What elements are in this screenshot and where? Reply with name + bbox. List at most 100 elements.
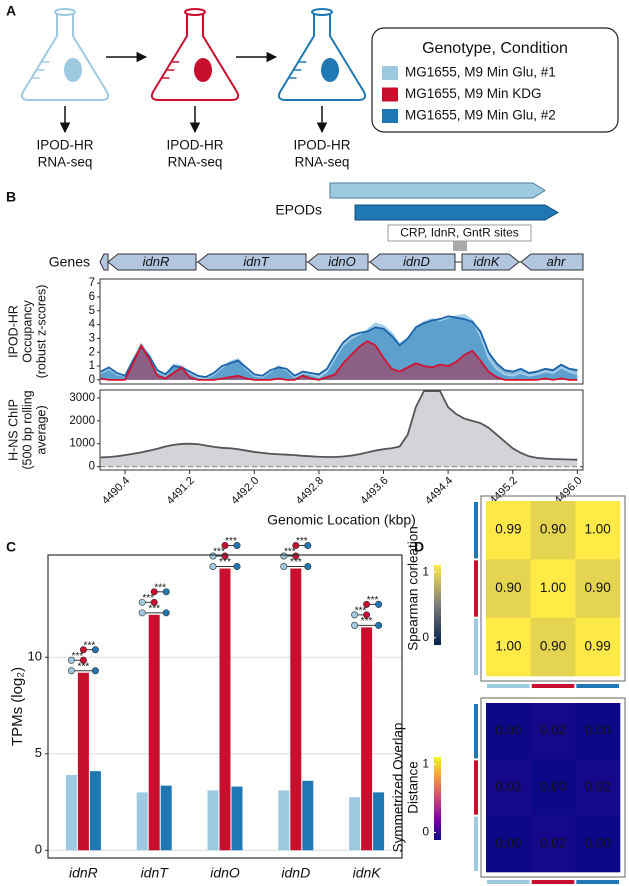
significance-dot (79, 656, 87, 664)
significance-dot (209, 563, 217, 571)
legend-label: MG1655, M9 Min Glu, #2 (405, 108, 556, 123)
y-axis-label: TPMs (log₂) (9, 667, 26, 746)
bar (373, 792, 385, 851)
significance-dot (67, 656, 75, 664)
cell-label: 0.02 (585, 779, 611, 794)
y-axis-label: Occupancy (20, 299, 34, 362)
gene (307, 253, 369, 271)
epod (354, 204, 560, 221)
column-strip (487, 684, 530, 688)
significance-label: *** (225, 536, 237, 547)
series-line (100, 315, 578, 378)
cell-label: 0.90 (495, 580, 521, 595)
significance-dot (363, 611, 371, 619)
significance-dot (91, 667, 99, 675)
significance-dot (304, 542, 312, 550)
workflow-label: RNA-seq (168, 155, 223, 170)
cell-label: 0.00 (585, 723, 611, 738)
significance-dot (138, 598, 146, 606)
heatmap-frame (480, 495, 626, 682)
series-line (100, 314, 578, 380)
cell-label: 0.02 (540, 835, 566, 850)
significance-dot (79, 646, 87, 654)
y-tick-label: 5 (89, 305, 95, 317)
cell-label: 0.02 (495, 779, 521, 794)
cell-label: 1.00 (495, 638, 521, 653)
significance-dot (233, 563, 241, 571)
panel-label: D (414, 539, 424, 555)
significance-dot (304, 563, 312, 571)
legend-swatch (382, 109, 398, 123)
row-strip (474, 560, 478, 617)
bar (160, 785, 172, 851)
cell-label: 0.00 (585, 835, 611, 850)
significance-dot (67, 667, 75, 675)
y-tick-label: 1000 (69, 438, 95, 450)
heatmap-cell (575, 759, 621, 816)
legend-swatch (382, 87, 398, 102)
heatmap-cell (486, 617, 531, 677)
plot-frame (99, 278, 584, 385)
heatmap-cell (530, 501, 576, 560)
plot-frame (99, 389, 584, 471)
series-line (100, 390, 578, 461)
significance-dot (363, 600, 371, 608)
flask-rim (54, 8, 76, 16)
row-strip (474, 502, 478, 559)
gene-label: idnO (328, 254, 355, 269)
x-tick-label: 4494.4 (423, 475, 455, 507)
gene (369, 253, 456, 271)
column-strip (576, 684, 619, 688)
y-axis-label: (robust z-scores) (34, 285, 48, 379)
panel-label: B (6, 189, 16, 205)
bar (349, 797, 361, 851)
column-strip (487, 880, 530, 884)
cell-label: 1.00 (540, 580, 566, 595)
x-tick-label: 4492.8 (294, 475, 326, 507)
x-tick-label: idnR (69, 865, 98, 881)
y-axis-label: IPOD-HR (6, 305, 20, 358)
colorbar (434, 565, 441, 645)
significance-dot (375, 600, 383, 608)
heatmap-cell (530, 617, 576, 677)
y-axis-label: H-NS ChIP (6, 399, 20, 461)
bar (65, 775, 77, 851)
cell-label: 0.00 (540, 779, 566, 794)
heatmap-label: Distance (406, 761, 421, 814)
workflow-label: RNA-seq (38, 155, 93, 170)
heatmap-label: Spearman corleation (406, 526, 421, 651)
flask-culture (321, 58, 339, 82)
colorbar-tick-label: 1 (422, 564, 429, 578)
significance-label: *** (367, 595, 379, 606)
gene-label: ahr (547, 254, 566, 269)
column-strip (531, 684, 575, 688)
gene (520, 253, 584, 271)
plot-frame (47, 554, 403, 859)
epod (329, 182, 546, 199)
significance-dot (233, 542, 241, 550)
workflow-label: IPOD-HR (37, 138, 94, 153)
row-strip (474, 704, 478, 759)
significance-label: *** (142, 593, 154, 604)
significance-dot (221, 542, 229, 550)
gene-label: idnK (473, 254, 500, 269)
gene-label: idnD (403, 254, 430, 269)
significance-dot (280, 563, 288, 571)
legend-swatch (382, 66, 398, 80)
flask-culture (194, 58, 212, 82)
significance-dot (138, 609, 146, 617)
heatmap-cell (575, 501, 621, 560)
bar (302, 780, 314, 851)
column-strip (576, 880, 619, 884)
series-area (100, 316, 578, 380)
flask-rim (184, 8, 206, 16)
heatmap-cell (486, 559, 531, 618)
bar (219, 568, 231, 851)
x-axis-label: Genomic Location (kbp) (267, 512, 416, 528)
gene (107, 253, 197, 271)
significance-dot (351, 611, 359, 619)
sites-box (387, 224, 532, 242)
cell-label: 1.00 (585, 522, 611, 537)
bar (77, 672, 89, 851)
